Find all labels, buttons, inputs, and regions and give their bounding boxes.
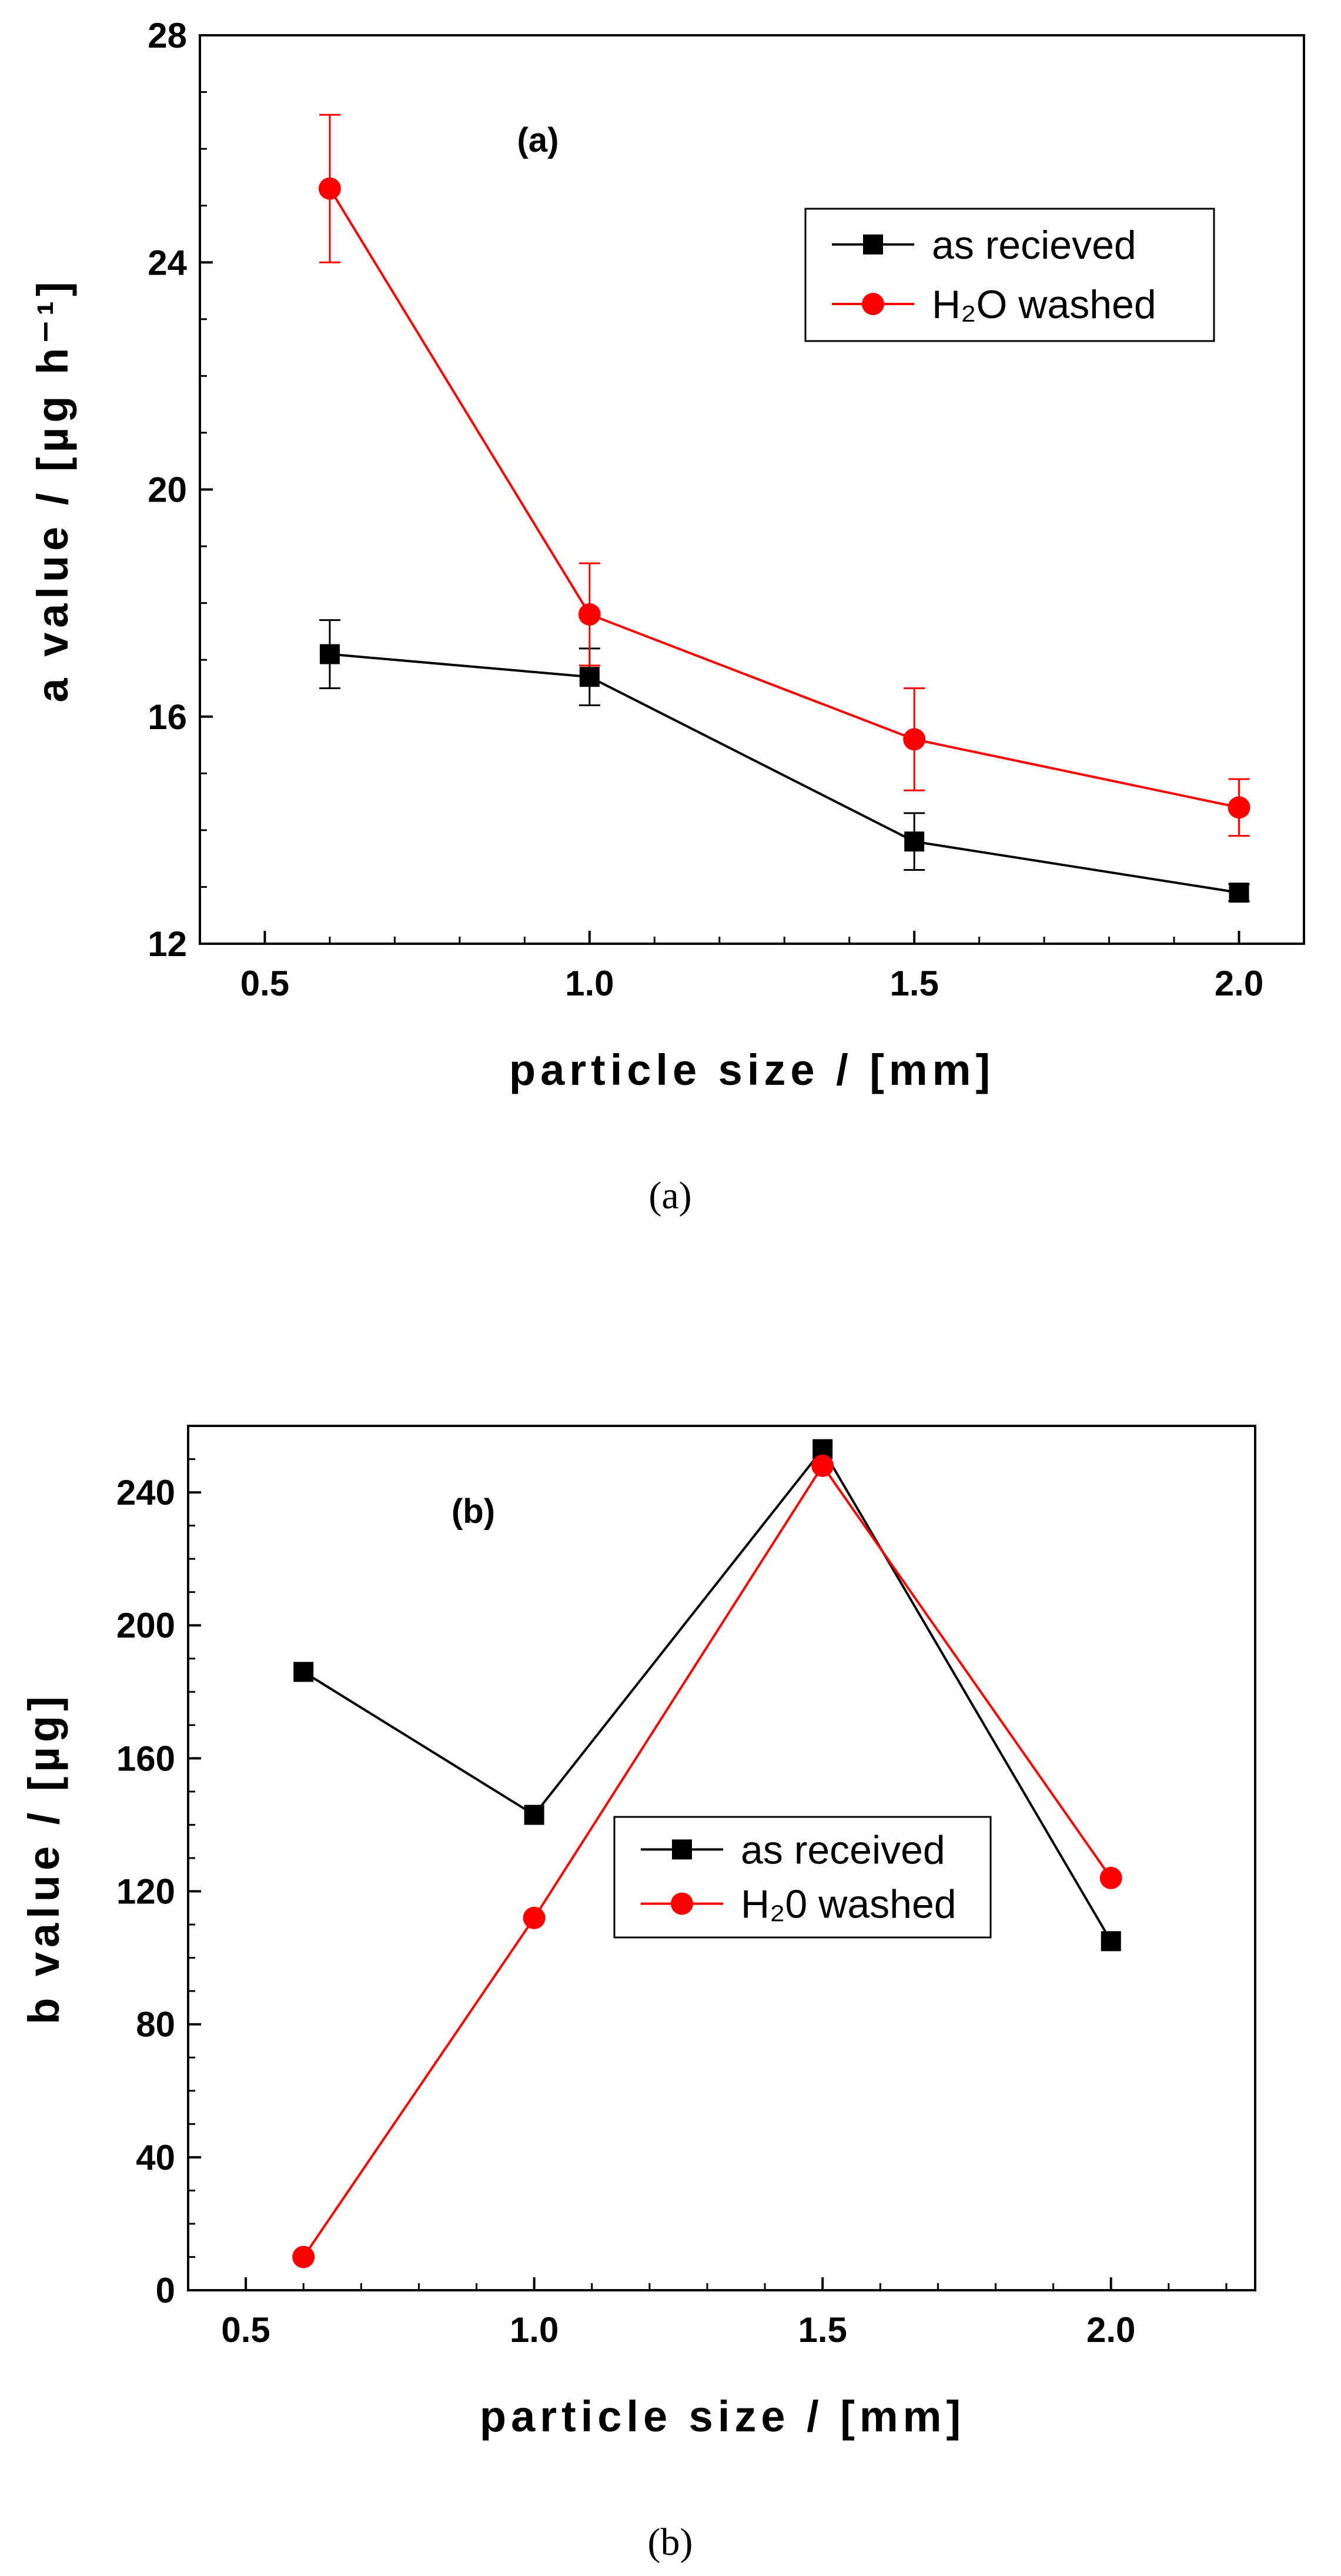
y-tick-label: 40 (136, 2138, 175, 2177)
x-tick-label: 1.5 (889, 964, 938, 1003)
y-tick-label: 24 (148, 243, 187, 282)
data-point-circle (811, 1454, 834, 1477)
x-axis-title: particle size / [mm] (509, 1045, 995, 1094)
series-line (303, 1447, 1112, 1942)
series-1 (292, 1454, 1122, 2268)
x-tick-label: 2.0 (1215, 964, 1263, 1003)
x-tick-label: 1.0 (510, 2310, 559, 2350)
data-point-circle (318, 177, 341, 200)
legend-label: as recieved (932, 223, 1136, 268)
legend: as received H₂0 washed (613, 1816, 992, 1939)
chart-panel-b: 0.5 1.0 1.5 2.0 0 40 80 120 160 200 240 particle si… (19, 1425, 1256, 2564)
legend-marker-square (863, 234, 883, 255)
plot-frame (199, 34, 1305, 945)
x-tick-label: 1.0 (565, 964, 614, 1003)
panel-tag: (a) (517, 121, 559, 159)
series-line (302, 1464, 1112, 2258)
data-point-square (319, 644, 340, 664)
x-axis-title: particle size / [mm] (480, 2392, 965, 2441)
data-point-circle (292, 2246, 315, 2268)
legend-label: as received (741, 1827, 945, 1872)
data-point-square (579, 667, 600, 687)
data-point-circle (903, 728, 926, 751)
y-tick-label: 0 (156, 2271, 175, 2310)
x-tick-label: 2.0 (1086, 2310, 1135, 2350)
series-0 (293, 1439, 1121, 1952)
data-point-circle (1099, 1866, 1122, 1889)
legend: as recieved H₂O washed (804, 208, 1215, 342)
data-point-square (524, 1805, 544, 1825)
legend-marker-circle (862, 293, 884, 315)
y-tick-label: 16 (148, 697, 187, 737)
series-0 (319, 619, 1250, 903)
data-point-circle (523, 1906, 546, 1929)
data-point-square (904, 831, 925, 852)
panel-tag: (b) (452, 1492, 495, 1531)
x-tick-label: 0.5 (221, 2310, 270, 2350)
legend-box (613, 1816, 992, 1939)
y-tick-label: 200 (116, 1606, 175, 1645)
y-tick-label: 20 (148, 470, 187, 510)
y-tick-label: 120 (116, 1872, 175, 1912)
data-point-square (293, 1662, 314, 1682)
y-tick-label: 12 (148, 924, 187, 964)
y-tick-label: 240 (116, 1473, 175, 1512)
data-point-circle (578, 603, 601, 626)
legend-label: H₂O washed (932, 282, 1156, 327)
y-axis-title: b value / [µg] (19, 1692, 68, 2024)
legend-marker-square (672, 1839, 692, 1860)
figure-caption: (a) (648, 1174, 691, 1217)
legend-label: H₂0 washed (741, 1882, 957, 1927)
data-point-square (1101, 1931, 1121, 1952)
series-line (329, 653, 1239, 894)
legend-box (804, 208, 1215, 342)
x-tick-label: 1.5 (798, 2310, 847, 2350)
figure-caption: (b) (648, 2521, 693, 2564)
chart-panel-a: 0.5 1.0 1.5 2.0 12 16 20 24 28 particle size / [m… (28, 16, 1305, 1217)
y-tick-label: 160 (116, 1739, 175, 1778)
y-tick-label: 28 (148, 16, 187, 55)
data-point-circle (1228, 796, 1250, 819)
series-1 (318, 113, 1250, 837)
y-tick-label: 80 (136, 2005, 175, 2044)
data-point-square (1229, 883, 1249, 903)
x-tick-label: 0.5 (240, 964, 289, 1003)
series-line (329, 188, 1239, 809)
y-axis-title: a value / [µg h⁻¹] (28, 277, 77, 702)
legend-marker-circle (671, 1892, 693, 1915)
